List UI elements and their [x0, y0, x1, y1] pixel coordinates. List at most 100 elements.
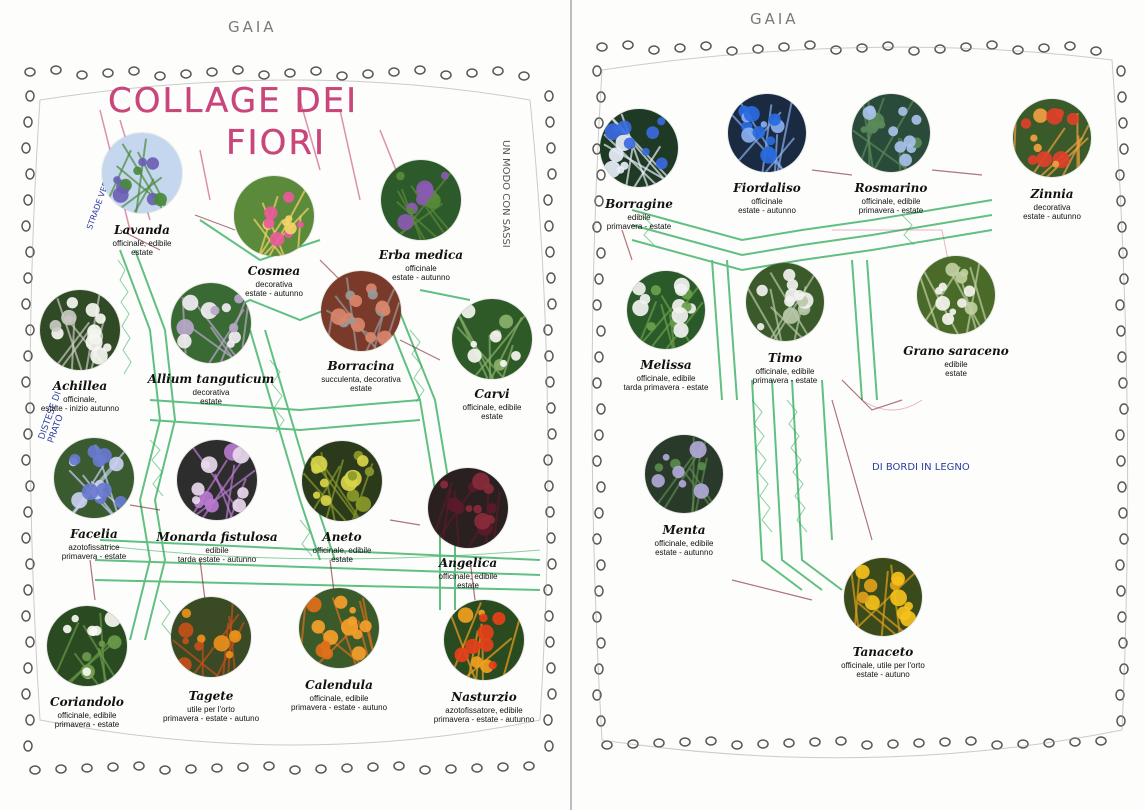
flower-season: estate: [200, 397, 222, 406]
flower-season: primavera - estate - autuno: [290, 703, 388, 712]
flower-use: azotofissatore, edibile: [445, 706, 523, 715]
flower-season: estate: [945, 369, 967, 378]
flower-name: Nasturzio: [451, 690, 517, 704]
flower-use: edibile: [627, 213, 651, 222]
flower-use: utile per l'orto: [187, 705, 235, 714]
flower-season: estate: [457, 581, 479, 590]
flower-use: decorativa: [192, 388, 230, 397]
flower-use: decorativa: [255, 280, 293, 289]
flower-name: Zinnia: [1030, 187, 1074, 201]
flower-season: tarda estate - autunno: [177, 555, 257, 564]
nasturtium-photo: [444, 600, 524, 680]
flower-use: officinale, edibile: [636, 374, 696, 383]
flower-name: Aneto: [322, 530, 362, 544]
flower-season: primavera - estate: [752, 376, 818, 385]
buckwheat-photo: [917, 256, 995, 334]
flower-use: officinale, edibile: [654, 539, 714, 548]
flower-name: Carvi: [474, 387, 510, 401]
flower-use: edibile: [205, 546, 229, 555]
flower-season: primavera - estate - autunno: [433, 715, 535, 724]
flower-season: estate - autunno: [392, 273, 450, 282]
flower-season: primavera - estate - autuno: [162, 714, 260, 723]
collage-title-line1: COLLAGE DEI: [108, 81, 359, 121]
allium-photo: [171, 283, 251, 363]
flower-name: Grano saraceno: [903, 344, 1009, 358]
flower-season: tarda primavera - estate: [623, 383, 709, 392]
flower-name: Erba medica: [378, 248, 464, 262]
flower-season: estate: [350, 384, 372, 393]
flower-name: Timo: [767, 351, 803, 365]
flower-name: Borracina: [327, 359, 395, 373]
flower-season: primavera - estate: [606, 222, 672, 231]
sedum-photo: [321, 271, 401, 351]
cornflower-photo: [728, 94, 806, 172]
zinnia-photo: [1013, 99, 1091, 177]
flower-name: Tagete: [188, 689, 234, 703]
caraway-photo: [452, 299, 532, 379]
author-signature: GAIA: [228, 18, 277, 36]
flower-season: estate - autunno: [738, 206, 796, 215]
phacelia-photo: [54, 438, 134, 518]
flower-name: Calendula: [305, 678, 373, 692]
flower-name: Angelica: [438, 556, 498, 570]
flower-name: Allium tanguticum: [147, 372, 275, 386]
note-stones: UN MODO CON SASSI: [500, 140, 511, 248]
flower-use: edibile: [944, 360, 968, 369]
cosmos-photo: [234, 176, 314, 256]
left-page: GAIA COLLAGE DEI FIORI UN MODO CON SASSI…: [0, 0, 571, 810]
calendula-photo: [299, 588, 379, 668]
flower-name: Coriandolo: [50, 695, 124, 709]
thyme-photo: [746, 263, 824, 341]
marigold-photo: [171, 597, 251, 677]
flower-season: estate: [481, 412, 503, 421]
angelica-photo: [428, 468, 508, 548]
mint-photo: [645, 435, 723, 513]
flower-name: Achillea: [52, 379, 108, 393]
flower-season: estate: [131, 248, 153, 257]
flower-use: officinale, edibile: [755, 367, 815, 376]
flower-season: estate - autunno: [655, 548, 713, 557]
alfalfa-photo: [381, 160, 461, 240]
flower-name: Menta: [662, 523, 706, 537]
flower-use: officinale, edibile: [861, 197, 921, 206]
right-page-drawing: [591, 40, 1129, 759]
flower-season: estate: [331, 555, 353, 564]
monarda-photo: [177, 440, 257, 520]
lavender-photo: [102, 133, 182, 213]
flower-season: estate - inizio autunno: [40, 404, 120, 413]
flower-name: Fiordaliso: [733, 181, 801, 195]
rosemary-photo: [852, 94, 930, 172]
flower-use: officinale, edibile: [112, 239, 172, 248]
page-divider: [570, 0, 572, 810]
flower-season: primavera - estate: [54, 720, 120, 729]
flower-use: officinale: [751, 197, 783, 206]
flower-use: officinale, edibile: [312, 546, 372, 555]
flower-name: Rosmarino: [854, 181, 928, 195]
flower-season: estate - autunno: [1023, 212, 1081, 221]
flower-use: officinale: [405, 264, 437, 273]
flower-season: estate - autuno: [856, 670, 910, 679]
flower-name: Borragine: [605, 197, 673, 211]
flower-use: decorativa: [1033, 203, 1071, 212]
flower-use: officinale, edibile: [57, 711, 117, 720]
flower-season: estate - autunno: [245, 289, 303, 298]
flower-name: Cosmea: [247, 264, 301, 278]
dill-photo: [302, 441, 382, 521]
flower-use: officinale, edibile: [438, 572, 498, 581]
melissa-photo: [627, 271, 705, 349]
flower-use: officinale, utile per l'orto: [841, 661, 925, 670]
flower-use: officinale, edibile: [462, 403, 522, 412]
flower-name: Tanaceto: [852, 645, 914, 659]
coriander-photo: [47, 606, 127, 686]
flower-name: Melissa: [640, 358, 692, 372]
tansy-photo: [844, 558, 922, 636]
flower-season: primavera - estate: [61, 552, 127, 561]
flower-use: azotofissatrice: [68, 543, 120, 552]
borage-photo: [600, 109, 678, 187]
flower-name: Facelia: [70, 527, 118, 541]
collage-title-line2: FIORI: [226, 123, 326, 163]
flower-use: succulenta, decorativa: [321, 375, 401, 384]
right-page: GAIA DI BORDI IN LEGNO Borragine edibile p…: [572, 0, 1145, 810]
flower-name: Lavanda: [114, 223, 170, 237]
flower-season: primavera - estate: [858, 206, 924, 215]
